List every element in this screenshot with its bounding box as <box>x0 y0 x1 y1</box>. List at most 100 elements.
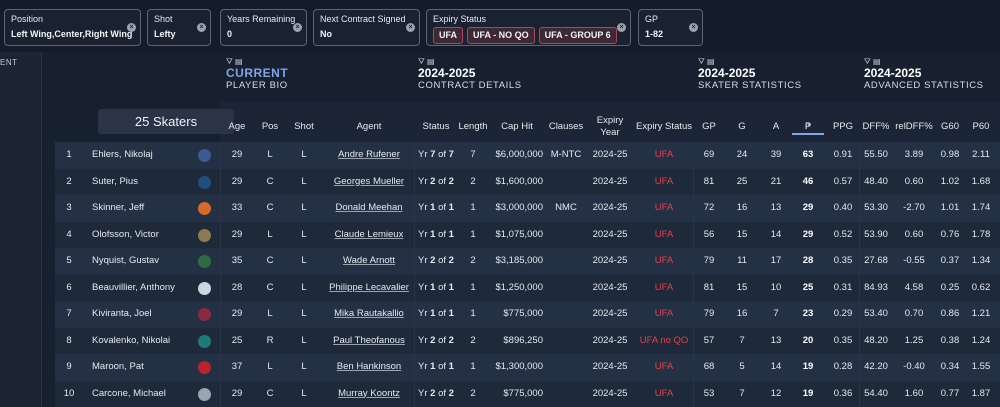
cell-p: 19 <box>802 361 814 372</box>
player-name[interactable]: Ehlers, Nikolaj <box>92 149 153 160</box>
cell-p: 20 <box>802 334 814 346</box>
filter-position[interactable]: Position Left Wing,Center,Right Wing × <box>4 9 141 46</box>
columns-icon[interactable]: ▤ <box>706 57 715 66</box>
filter-expiry-status[interactable]: Expiry Status UFA UFA - NO QO UFA - GROU… <box>426 9 631 46</box>
table-row[interactable]: 2 Suter, Pius 29 C L Georges Mueller Yr … <box>55 168 1000 195</box>
chip-ufa[interactable]: UFA <box>433 27 463 44</box>
col-dff[interactable]: DFF% <box>862 121 890 132</box>
filter-shot-label: Shot <box>154 14 173 24</box>
col-pos[interactable]: Pos <box>261 121 279 132</box>
player-name[interactable]: Kiviranta, Joel <box>92 308 152 319</box>
player-name[interactable]: Olofsson, Victor <box>92 228 159 240</box>
player-name[interactable]: Suter, Pius <box>92 175 138 187</box>
table-row[interactable]: 9 Maroon, Pat 37 L L Ben Hankinson Yr 1 … <box>55 354 1000 381</box>
col-shot[interactable]: Shot <box>294 121 314 132</box>
cell-dff: 55.50 <box>864 149 888 160</box>
filter-icon[interactable]: ⛛ <box>698 57 705 66</box>
col-g[interactable]: G <box>738 121 746 132</box>
status-of: of <box>435 228 449 240</box>
col-cap-hit[interactable]: Cap Hit <box>501 121 533 132</box>
col-a[interactable]: A <box>772 121 780 132</box>
agent-link[interactable]: Mika Rautakallio <box>334 308 404 319</box>
clear-icon[interactable]: × <box>197 23 206 32</box>
filter-years-remaining[interactable]: Years Remaining 0 × <box>220 9 307 46</box>
team-logo-icon <box>198 308 211 321</box>
col-reldff[interactable]: relDFF% <box>895 121 933 132</box>
cell-ppg: 0.52 <box>833 228 853 240</box>
columns-icon[interactable]: ▤ <box>234 57 243 66</box>
clear-icon[interactable]: × <box>406 23 415 32</box>
filter-icon[interactable]: ⛛ <box>418 57 425 66</box>
table-row[interactable]: 1 Ehlers, Nikolaj 29 L L Andre Rufener Y… <box>55 142 1000 169</box>
player-name[interactable]: Skinner, Jeff <box>92 202 145 213</box>
filter-icon[interactable]: ⛛ <box>226 57 233 66</box>
cell-length: 2 <box>470 387 476 399</box>
agent-link[interactable]: Murray Koontz <box>338 387 400 399</box>
col-clauses[interactable]: Clauses <box>548 121 584 132</box>
cell-a: 39 <box>770 149 782 160</box>
agent-link[interactable]: Philippe Lecavalier <box>329 281 409 293</box>
cell-a: 13 <box>770 334 782 346</box>
cell-age: 29 <box>231 228 243 240</box>
clear-icon[interactable]: × <box>617 23 626 32</box>
col-expiry-year[interactable]: Expiry Year <box>596 115 624 138</box>
col-length[interactable]: Length <box>458 121 488 132</box>
status-current: 1 <box>430 228 436 240</box>
cell-pos: L <box>267 308 273 319</box>
agent-link[interactable]: Georges Mueller <box>333 175 405 187</box>
cell-expiry-status: UFA <box>654 361 674 372</box>
cell-age: 35 <box>231 255 243 266</box>
table-row[interactable]: 6 Beauvillier, Anthony 28 C L Philippe L… <box>55 274 1000 301</box>
table-row[interactable]: 10 Carcone, Michael 29 C L Murray Koontz… <box>55 380 1000 407</box>
player-name[interactable]: Beauvillier, Anthony <box>92 281 175 293</box>
columns-icon[interactable]: ▤ <box>426 57 435 66</box>
col-gp[interactable]: GP <box>702 121 716 132</box>
row-rank: 4 <box>66 228 72 240</box>
table-row[interactable]: 8 Kovalenko, Nikolai 25 R L Paul Theofan… <box>55 327 1000 354</box>
cell-expiry-year: 2024-25 <box>592 361 628 372</box>
table-row[interactable]: 3 Skinner, Jeff 33 C L Donald Meehan Yr … <box>55 195 1000 222</box>
cell-gp: 68 <box>703 361 715 372</box>
filter-icon[interactable]: ⛛ <box>864 57 871 66</box>
player-name[interactable]: Carcone, Michael <box>92 387 166 399</box>
player-name[interactable]: Kovalenko, Nikolai <box>92 334 171 346</box>
player-name[interactable]: Maroon, Pat <box>92 361 144 372</box>
filter-gp[interactable]: GP 1-82 × <box>638 9 703 46</box>
col-agent[interactable]: Agent <box>356 121 382 132</box>
agent-link[interactable]: Andre Rufener <box>338 149 400 160</box>
columns-icon[interactable]: ▤ <box>872 57 881 66</box>
player-name[interactable]: Nyquist, Gustav <box>92 255 160 266</box>
filter-shot[interactable]: Shot Lefty × <box>147 9 211 46</box>
cell-reldff: 3.89 <box>904 149 924 160</box>
agent-link[interactable]: Claude Lemieux <box>334 228 404 240</box>
col-g60[interactable]: G60 <box>941 121 959 132</box>
cell-gp: 81 <box>703 281 715 293</box>
col-p60[interactable]: P60 <box>972 121 990 132</box>
table-row[interactable]: 7 Kiviranta, Joel 29 L L Mika Rautakalli… <box>55 301 1000 328</box>
team-logo-icon <box>198 334 211 348</box>
players-table: ⛛ ▤ CURRENT PLAYER BIO ⛛ ▤ 2024-2025 CON… <box>55 52 1000 407</box>
clear-icon[interactable]: × <box>293 23 302 32</box>
cell-g60: 1.01 <box>940 202 960 213</box>
agent-link[interactable]: Ben Hankinson <box>336 361 402 372</box>
agent-link[interactable]: Paul Theofanous <box>333 334 405 346</box>
chip-ufa-no-qo[interactable]: UFA - NO QO <box>467 27 535 44</box>
clear-icon[interactable]: × <box>127 23 136 32</box>
filter-next-contract[interactable]: Next Contract Signed No × <box>313 9 420 46</box>
chip-ufa-group-6[interactable]: UFA - GROUP 6 <box>538 27 617 44</box>
table-row[interactable]: 5 Nyquist, Gustav 35 C L Wade Arnott Yr … <box>55 248 1000 275</box>
cell-shot: L <box>301 255 307 266</box>
col-age[interactable]: Age <box>228 121 246 132</box>
col-ppg[interactable]: PPG <box>832 121 854 132</box>
col-status[interactable]: Status <box>422 121 450 132</box>
col-p[interactable]: P <box>804 121 812 132</box>
clear-icon[interactable]: × <box>689 23 698 32</box>
cell-g60: 1.02 <box>940 175 960 187</box>
status-total: 2 <box>448 175 454 187</box>
col-expiry-status[interactable]: Expiry Status <box>636 121 692 132</box>
agent-link[interactable]: Donald Meehan <box>335 202 403 213</box>
agent-link[interactable]: Wade Arnott <box>343 255 395 266</box>
table-row[interactable]: 4 Olofsson, Victor 29 L L Claude Lemieux… <box>55 221 1000 248</box>
filter-bar: Position Left Wing,Center,Right Wing × S… <box>0 0 1000 52</box>
cell-g: 11 <box>737 255 747 266</box>
